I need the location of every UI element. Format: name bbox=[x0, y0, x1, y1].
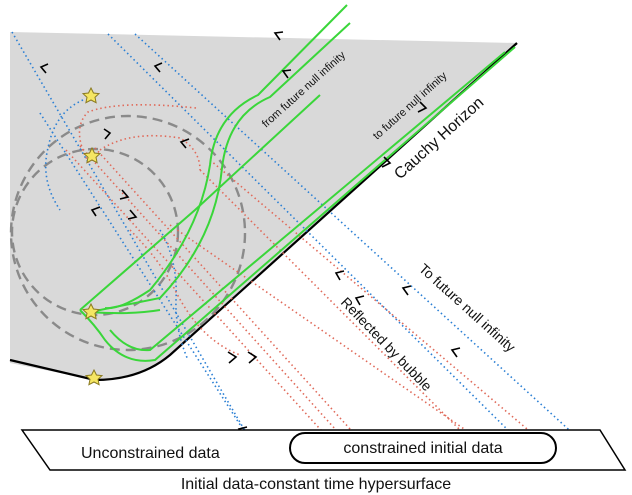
green-line bbox=[109, 51, 506, 352]
green-line bbox=[89, 22, 351, 313]
arrow-chevron-icon bbox=[39, 63, 49, 74]
red-ray bbox=[129, 229, 241, 356]
label-to-future-null-infinity-large: To future null infinity bbox=[416, 260, 519, 355]
green-line bbox=[79, 46, 516, 362]
red-ray bbox=[209, 159, 541, 441]
arrow-chevron-icon bbox=[401, 285, 412, 296]
arrow-chevron-icon bbox=[247, 351, 258, 364]
arrow-chevron-icon bbox=[334, 270, 345, 281]
star-icon bbox=[84, 368, 104, 386]
bubble-stars bbox=[81, 86, 104, 386]
blue-ray bbox=[11, 31, 256, 449]
arrow-chevron-icon bbox=[381, 156, 392, 168]
red-ray bbox=[79, 145, 346, 441]
blue-ray bbox=[39, 112, 256, 449]
caption-hypersurface: Initial data-constant time hypersurface bbox=[181, 476, 451, 493]
arrow-chevron-icon bbox=[273, 31, 284, 41]
red-ray bbox=[94, 147, 361, 441]
arrow-chevron-icon bbox=[179, 138, 190, 149]
arrow-chevron-icon bbox=[354, 295, 365, 306]
green-line bbox=[104, 4, 348, 310]
arrow-chevron-icon bbox=[227, 351, 238, 364]
red-reflected-rays bbox=[65, 104, 541, 441]
red-ray bbox=[78, 104, 197, 166]
arrow-chevron-icon bbox=[153, 62, 163, 73]
red-ray bbox=[199, 169, 471, 441]
label-unconstrained-data: Unconstrained data bbox=[81, 445, 220, 462]
arrow-heads bbox=[39, 31, 461, 437]
bubble-outer-dashed bbox=[9, 114, 247, 352]
green-line bbox=[89, 309, 161, 315]
arrow-chevron-icon bbox=[450, 347, 461, 358]
star-icon bbox=[81, 302, 101, 320]
arrow-chevron-icon bbox=[417, 101, 428, 113]
green-line bbox=[79, 94, 321, 311]
shaded-region bbox=[10, 32, 517, 380]
star-icon bbox=[81, 86, 101, 104]
star-icon bbox=[82, 146, 102, 164]
arrow-chevron-icon bbox=[90, 206, 101, 217]
arrow-chevron-icon bbox=[281, 69, 292, 79]
blue-ray bbox=[134, 33, 579, 439]
green-null-lines bbox=[79, 4, 516, 362]
constrained-data-box bbox=[289, 432, 557, 464]
blue-ray bbox=[159, 229, 189, 361]
arrow-chevron-icon bbox=[127, 209, 138, 220]
arrow-chevron-icon bbox=[119, 189, 130, 200]
label-constrained-initial-data: constrained initial data bbox=[343, 440, 502, 457]
arrow-chevron-icon bbox=[103, 128, 112, 140]
blue-null-rays bbox=[11, 31, 579, 449]
